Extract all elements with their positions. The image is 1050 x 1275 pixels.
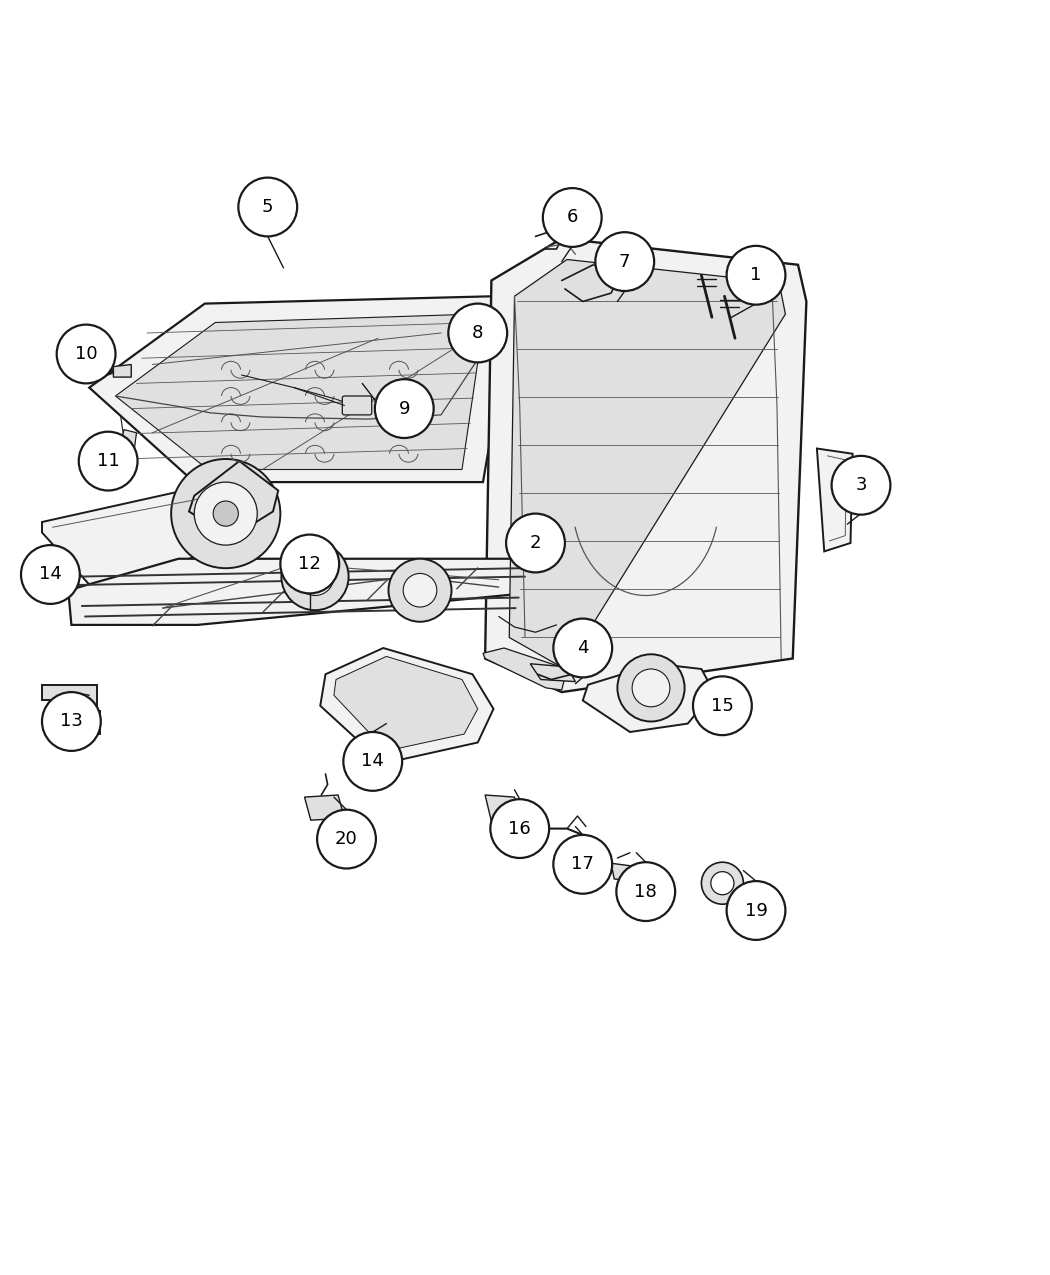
Text: 4: 4 <box>578 639 588 657</box>
Circle shape <box>832 456 890 515</box>
Circle shape <box>403 574 437 607</box>
Polygon shape <box>530 664 575 682</box>
Text: 6: 6 <box>567 209 578 227</box>
Circle shape <box>693 676 752 736</box>
Polygon shape <box>304 796 344 820</box>
Polygon shape <box>116 314 491 469</box>
Text: 7: 7 <box>620 252 630 270</box>
Circle shape <box>171 459 280 569</box>
Polygon shape <box>320 648 494 764</box>
Circle shape <box>553 618 612 677</box>
Polygon shape <box>113 365 131 377</box>
Text: 14: 14 <box>39 566 62 584</box>
Circle shape <box>711 872 734 895</box>
Text: 5: 5 <box>262 198 273 215</box>
Circle shape <box>553 835 612 894</box>
FancyBboxPatch shape <box>342 397 372 414</box>
Polygon shape <box>583 664 714 732</box>
Circle shape <box>238 177 297 236</box>
Text: 14: 14 <box>361 752 384 770</box>
Circle shape <box>727 881 785 940</box>
Circle shape <box>506 514 565 572</box>
Text: 15: 15 <box>711 696 734 715</box>
Circle shape <box>317 810 376 868</box>
Circle shape <box>79 432 138 491</box>
Circle shape <box>727 246 785 305</box>
Polygon shape <box>89 296 514 482</box>
Polygon shape <box>121 430 136 449</box>
Text: 8: 8 <box>472 324 483 342</box>
Polygon shape <box>42 491 252 590</box>
Polygon shape <box>509 260 785 669</box>
Circle shape <box>617 654 685 722</box>
Circle shape <box>296 557 334 595</box>
Text: 12: 12 <box>298 555 321 572</box>
Text: 11: 11 <box>97 453 120 470</box>
Polygon shape <box>55 711 100 734</box>
Polygon shape <box>189 462 278 538</box>
Text: 20: 20 <box>335 830 358 848</box>
Polygon shape <box>42 685 97 711</box>
Circle shape <box>490 799 549 858</box>
Text: 2: 2 <box>530 534 541 552</box>
Text: 16: 16 <box>508 820 531 838</box>
Polygon shape <box>334 657 478 751</box>
Text: 1: 1 <box>751 266 761 284</box>
Polygon shape <box>68 558 536 625</box>
Circle shape <box>280 534 339 593</box>
Circle shape <box>543 189 602 247</box>
Circle shape <box>701 862 743 904</box>
Circle shape <box>616 862 675 921</box>
Text: 9: 9 <box>399 399 410 418</box>
Circle shape <box>448 303 507 362</box>
Circle shape <box>42 692 101 751</box>
Circle shape <box>343 732 402 790</box>
Circle shape <box>57 325 116 384</box>
Text: 19: 19 <box>744 901 768 919</box>
Polygon shape <box>485 238 806 692</box>
Circle shape <box>632 669 670 706</box>
Circle shape <box>375 379 434 439</box>
Circle shape <box>388 558 452 622</box>
Polygon shape <box>485 796 520 821</box>
Polygon shape <box>817 449 853 551</box>
Circle shape <box>21 546 80 604</box>
Polygon shape <box>611 863 638 881</box>
Text: 17: 17 <box>571 856 594 873</box>
Polygon shape <box>483 648 567 690</box>
Text: 3: 3 <box>856 477 866 495</box>
Text: 13: 13 <box>60 713 83 731</box>
Circle shape <box>595 232 654 291</box>
Circle shape <box>213 501 238 527</box>
Text: 10: 10 <box>75 346 98 363</box>
Circle shape <box>281 543 349 611</box>
Text: 18: 18 <box>634 882 657 900</box>
Circle shape <box>194 482 257 546</box>
Circle shape <box>454 314 491 352</box>
